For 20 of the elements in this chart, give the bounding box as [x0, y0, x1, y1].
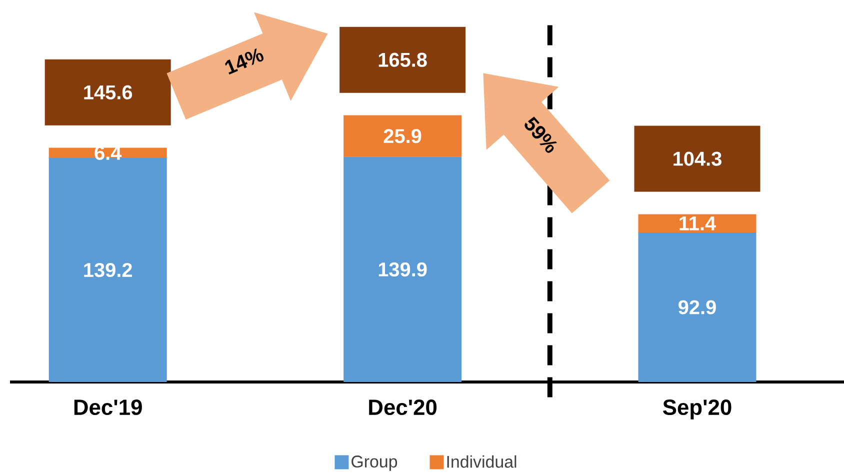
total-label: 165.8	[378, 52, 427, 67]
bar	[638, 214, 756, 233]
x-tick-label: Sep'20	[662, 400, 732, 420]
bar	[344, 115, 462, 157]
bar	[48, 148, 167, 158]
data-label: 25.9	[384, 129, 422, 144]
bar	[638, 232, 756, 382]
data-label: 92.9	[678, 300, 716, 314]
text: 14%	[225, 48, 264, 74]
legend-label: Group	[352, 456, 398, 471]
data-label: 11.4	[680, 216, 716, 230]
total-label: 104.3	[674, 152, 722, 166]
bar	[344, 156, 462, 382]
total-label: 145.6	[84, 85, 132, 100]
data-label: 139.9	[378, 262, 427, 277]
x-tick-label: Dec'20	[369, 400, 437, 416]
legend-label: Individual	[447, 455, 516, 468]
data-label: 139.2	[84, 262, 132, 278]
x-tick-label: Dec'19	[74, 400, 142, 416]
bar	[48, 158, 167, 382]
